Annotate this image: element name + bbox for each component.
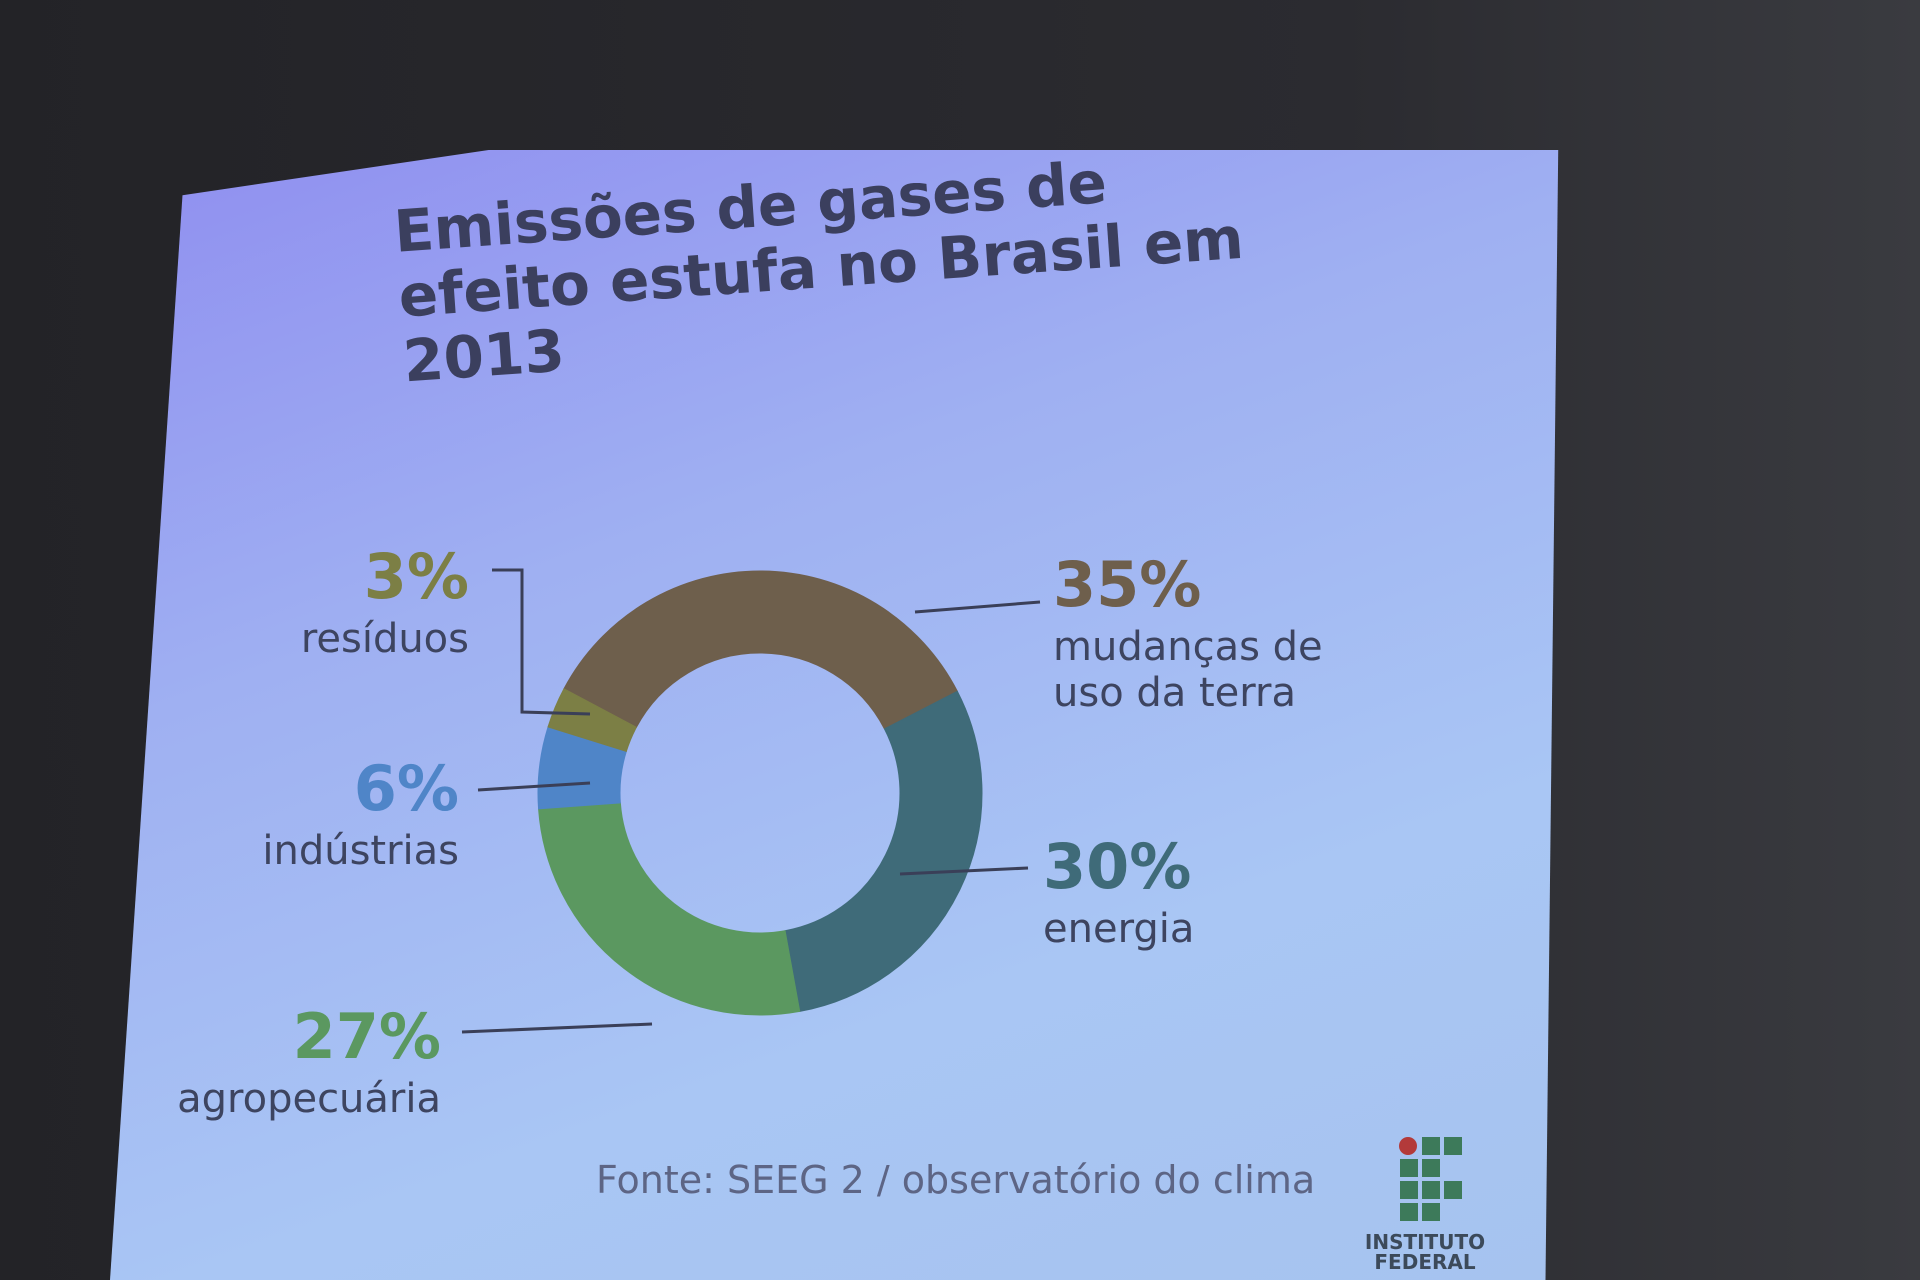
category-label: resíduos bbox=[300, 616, 469, 662]
logo-icon bbox=[1399, 1137, 1462, 1221]
category-label: mudanças de uso da terra bbox=[1053, 624, 1323, 716]
category-label: energia bbox=[1043, 906, 1195, 952]
value-label: 6% bbox=[353, 752, 459, 825]
leader-line bbox=[461, 1022, 653, 1034]
donut-segment bbox=[563, 570, 959, 730]
value-label: 27% bbox=[292, 1000, 441, 1073]
donut-segment bbox=[784, 690, 983, 1012]
leader-line bbox=[899, 866, 1029, 876]
logo-text: INSTITUTO FEDERAL bbox=[1364, 1230, 1486, 1274]
value-label: 35% bbox=[1053, 548, 1202, 621]
projection-screen bbox=[110, 150, 1560, 1280]
category-label: indústrias bbox=[262, 828, 459, 874]
leader-line bbox=[492, 568, 591, 716]
source-note: Fonte: SEEG 2 / observatório do clima bbox=[596, 1158, 1316, 1202]
value-label: 3% bbox=[363, 540, 469, 613]
donut-segment bbox=[538, 802, 801, 1016]
value-label: 30% bbox=[1043, 830, 1192, 903]
leader-line bbox=[914, 600, 1041, 614]
leader-line bbox=[477, 781, 591, 792]
category-label: agropecuária bbox=[177, 1076, 441, 1122]
